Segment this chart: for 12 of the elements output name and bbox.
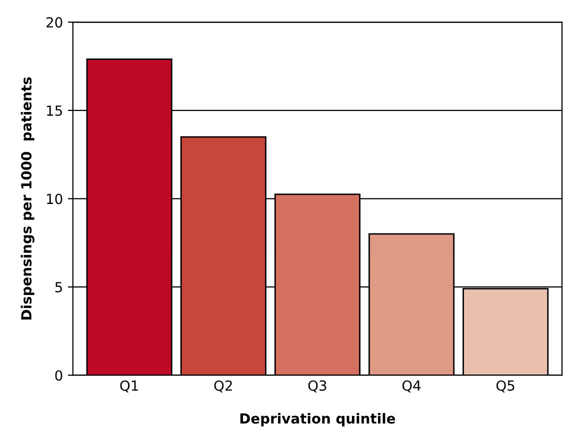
x-tick-label: Q1 [120, 380, 138, 392]
y-tick-label: 15 [47, 106, 62, 116]
x-tick-label: Q4 [402, 380, 421, 392]
y-axis-title: Dispensings per 1000 patients [20, 77, 34, 320]
x-axis-title: Deprivation quintile [240, 412, 396, 426]
y-tick-label: 5 [55, 282, 62, 292]
x-tick-label: Q5 [496, 380, 514, 392]
y-tick-label: 20 [46, 17, 62, 28]
y-tick-label: 0 [55, 370, 62, 381]
x-tick-label: Q3 [308, 380, 326, 392]
y-tick-label: 10 [47, 194, 62, 204]
x-tick-label: Q2 [214, 380, 232, 392]
